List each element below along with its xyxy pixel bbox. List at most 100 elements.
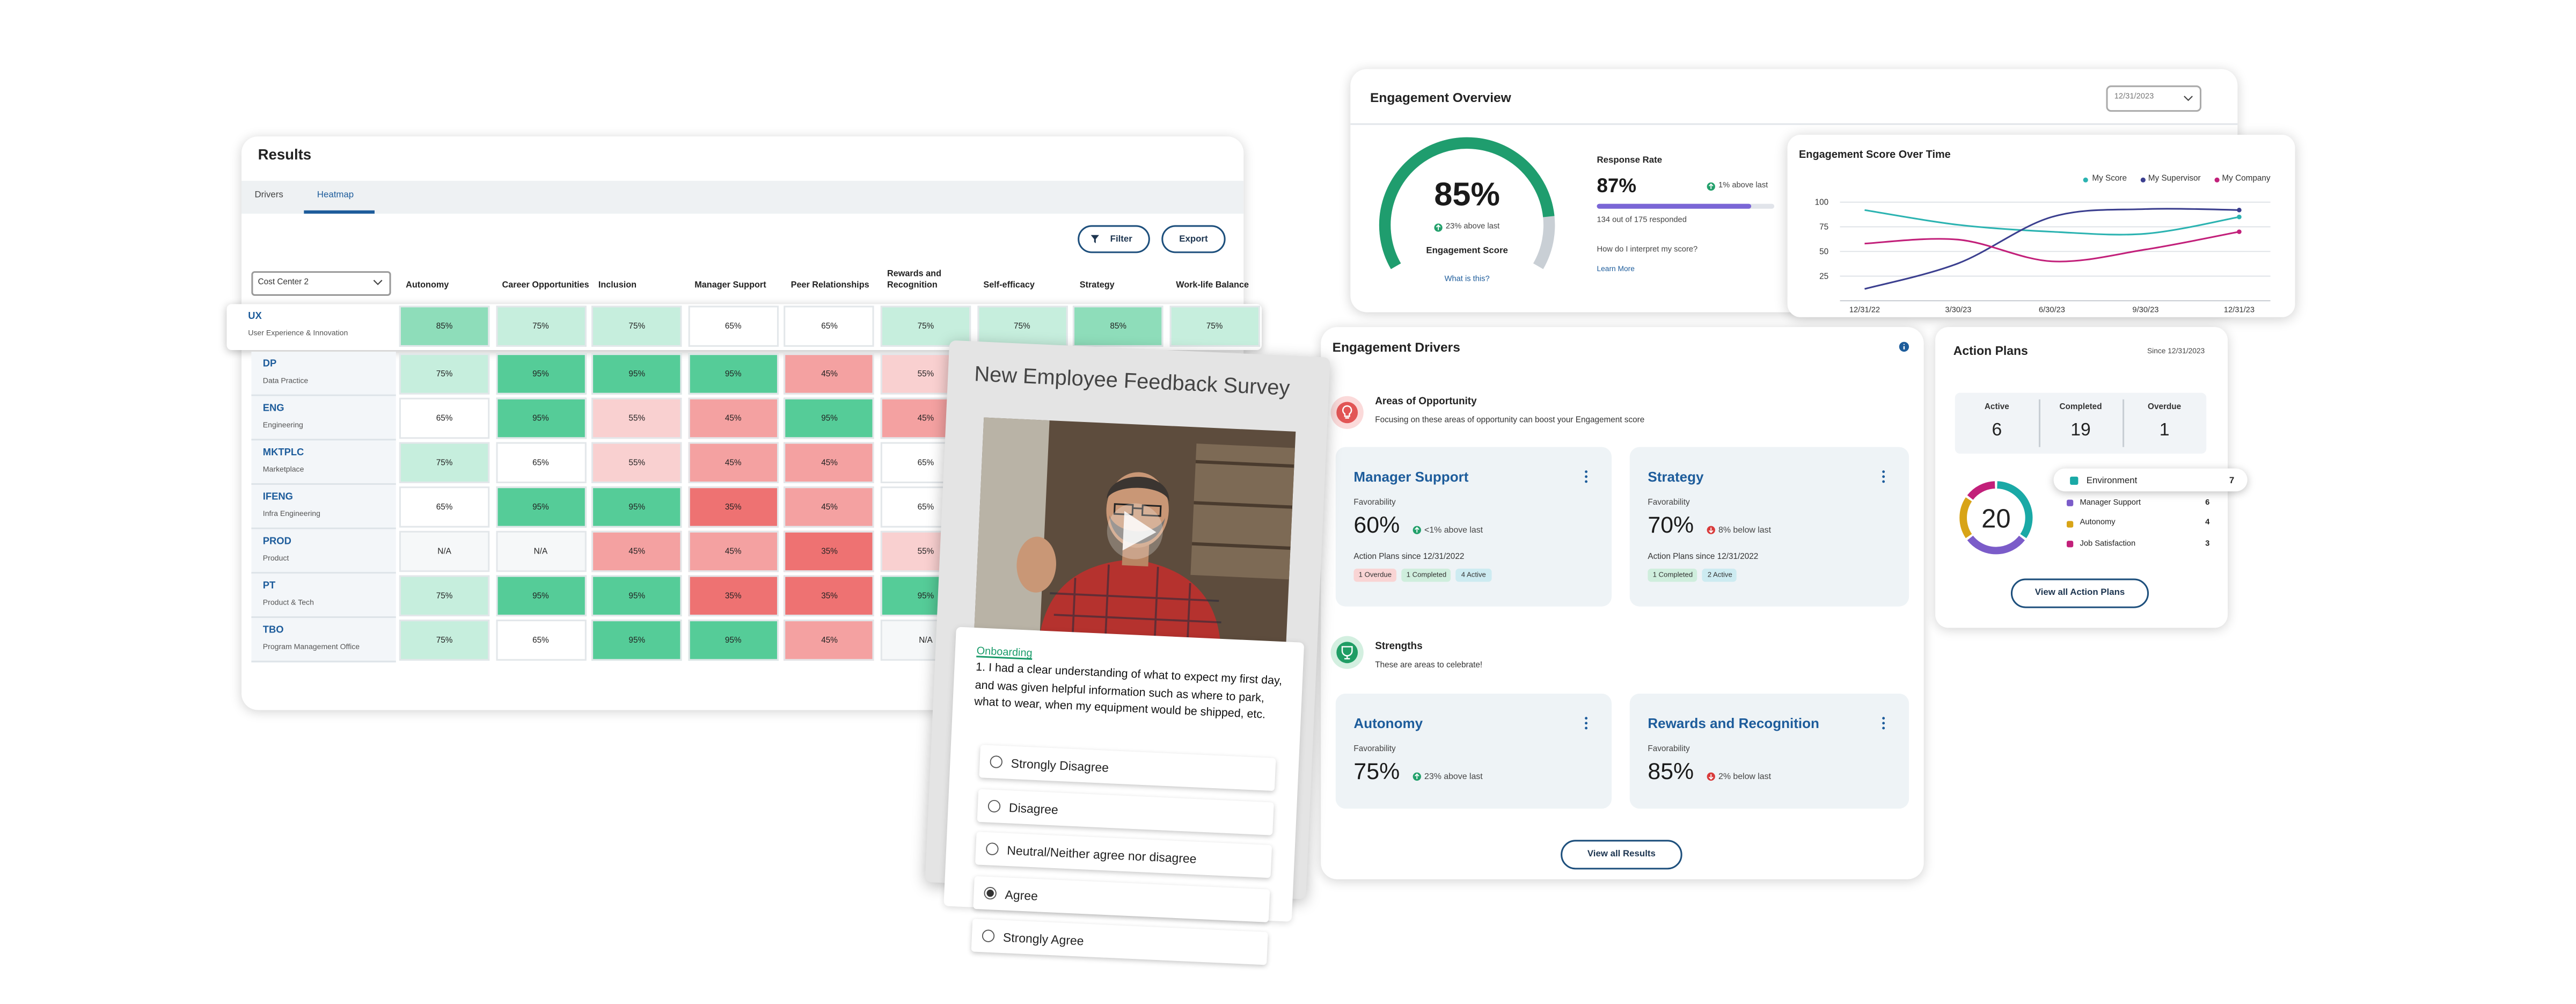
- radio: [984, 886, 997, 899]
- button[interactable]: Export: [1161, 225, 1226, 253]
- button[interactable]: View all Results: [1561, 840, 1682, 870]
- menu-icon[interactable]: [1584, 470, 1589, 483]
- heat-cell: 75%: [399, 353, 490, 395]
- donut-segment: [1959, 497, 1972, 539]
- row-name: Program Management Office: [262, 642, 360, 651]
- heat-cell: 35%: [784, 530, 875, 572]
- radio-ring: [982, 929, 995, 942]
- row-code: IFENG: [262, 493, 293, 503]
- menu-icon[interactable]: [1584, 717, 1589, 730]
- heat-cell: 65%: [495, 620, 586, 661]
- x-tick-label: 3/30/23: [1945, 306, 1971, 315]
- response-change: 1% above last: [1718, 182, 1768, 191]
- row-label-bg: [251, 352, 396, 396]
- legend-swatch: [2066, 541, 2074, 548]
- score-label: Engagement Score: [1426, 246, 1508, 257]
- help-text: How do I interpret my score?: [1597, 246, 1698, 255]
- trend-arrow: [1436, 224, 1441, 230]
- help-link[interactable]: Learn More: [1597, 264, 1635, 273]
- menu-dot: [1882, 722, 1885, 725]
- heat-cell: 45%: [784, 486, 875, 528]
- button[interactable]: View all Action Plans: [2010, 578, 2149, 608]
- favorability-label: Favorability: [1648, 498, 1690, 508]
- row-name: User Experience & Innovation: [248, 329, 348, 337]
- radio: [990, 755, 1002, 768]
- row-label-bg: [251, 396, 396, 441]
- date-picker[interactable]: [2106, 85, 2202, 112]
- driver-title[interactable]: Manager Support: [1353, 468, 1469, 485]
- legend-highlight: [2053, 468, 2248, 492]
- icon-glyph: [1342, 405, 1352, 419]
- stat-value: 1: [2159, 420, 2170, 441]
- radio-ring: [987, 799, 1001, 812]
- heat-cell: 35%: [688, 486, 779, 528]
- row-label-bg: [251, 573, 396, 619]
- donut-segment: [1967, 481, 1995, 500]
- driver-title[interactable]: Rewards and Recognition: [1648, 715, 1819, 732]
- y-tick-label: 100: [1815, 198, 1829, 207]
- heat-cell: 95%: [591, 486, 682, 528]
- heat-cell: N/A: [399, 530, 490, 572]
- photo-shelf-line: [1191, 542, 1291, 550]
- heat-cell: 75%: [977, 305, 1067, 347]
- driver-title[interactable]: Strategy: [1648, 468, 1704, 485]
- donut-segment: [1967, 535, 2025, 555]
- legend-label: My Supervisor: [2148, 174, 2201, 184]
- photo[interactable]: [974, 417, 1296, 645]
- chart-title: Engagement Score Over Time: [1799, 149, 1951, 161]
- row-code: PROD: [262, 537, 291, 548]
- tab[interactable]: Heatmap: [317, 191, 354, 201]
- button[interactable]: Filter: [1078, 225, 1150, 253]
- column-header: Self-efficacy: [983, 280, 1035, 290]
- section-subtitle: These are areas to celebrate!: [1375, 660, 1483, 671]
- legend-count: 4: [2205, 519, 2210, 528]
- row-label-bg: [251, 440, 396, 485]
- row-label-bg: [251, 485, 396, 529]
- status-tag: 1 Overdue: [1353, 569, 1397, 582]
- plans-since: Action Plans since 12/31/2022: [1648, 552, 1759, 562]
- legend-count: 6: [2205, 499, 2210, 507]
- dropdown[interactable]: [251, 271, 391, 296]
- score-change: 23% above last: [1445, 223, 1500, 232]
- trend-icon: [1434, 223, 1443, 232]
- favorability-value: 70%: [1648, 511, 1694, 538]
- heat-cell: 75%: [880, 305, 971, 347]
- photo-shelf-line: [1194, 501, 1293, 509]
- score-link[interactable]: What is this?: [1444, 276, 1490, 285]
- legend-swatch: [2214, 177, 2219, 182]
- score-value: 85%: [1434, 177, 1500, 214]
- stat-value: 19: [2070, 420, 2091, 441]
- radio: [987, 799, 1001, 812]
- trend-icon: [1707, 772, 1715, 781]
- tab[interactable]: Drivers: [254, 191, 283, 201]
- trend-arrow: [1708, 183, 1714, 190]
- row-code: UX: [248, 312, 262, 322]
- heat-cell: 95%: [495, 486, 586, 528]
- status-tag: 1 Completed: [1401, 569, 1452, 582]
- row-name: Engineering: [262, 420, 303, 429]
- trend-icon: [1707, 182, 1715, 191]
- response-title: Response Rate: [1597, 156, 1663, 166]
- driver-title[interactable]: Autonomy: [1353, 715, 1423, 732]
- menu-dot: [1585, 726, 1588, 730]
- column-header: Autonomy: [406, 280, 449, 290]
- radio-dot: [986, 889, 994, 896]
- drivers-card: Engagement Drivers Areas of Opportunity Fo…: [1321, 327, 1924, 879]
- heat-cell: 45%: [688, 530, 779, 572]
- donut-segment: [1997, 481, 2033, 539]
- heat-cell: 75%: [495, 305, 586, 347]
- heat-cell: 95%: [591, 575, 682, 616]
- option-label: Agree: [1005, 886, 1038, 903]
- heat-cell: 75%: [591, 305, 682, 347]
- menu-icon[interactable]: [1881, 470, 1886, 483]
- legend-swatch: [2066, 520, 2074, 527]
- card-title: Action Plans: [1953, 343, 2028, 359]
- favorability-label: Favorability: [1353, 498, 1396, 508]
- photo-window: [974, 417, 1050, 634]
- legend-item: My Score: [2084, 172, 2127, 185]
- section-subtitle: Focusing on these areas of opportunity c…: [1375, 416, 1645, 426]
- column-header: Manager Support: [694, 280, 766, 290]
- menu-icon[interactable]: [1881, 717, 1886, 730]
- y-tick-label: 50: [1819, 248, 1828, 257]
- card-title: Results: [258, 146, 312, 163]
